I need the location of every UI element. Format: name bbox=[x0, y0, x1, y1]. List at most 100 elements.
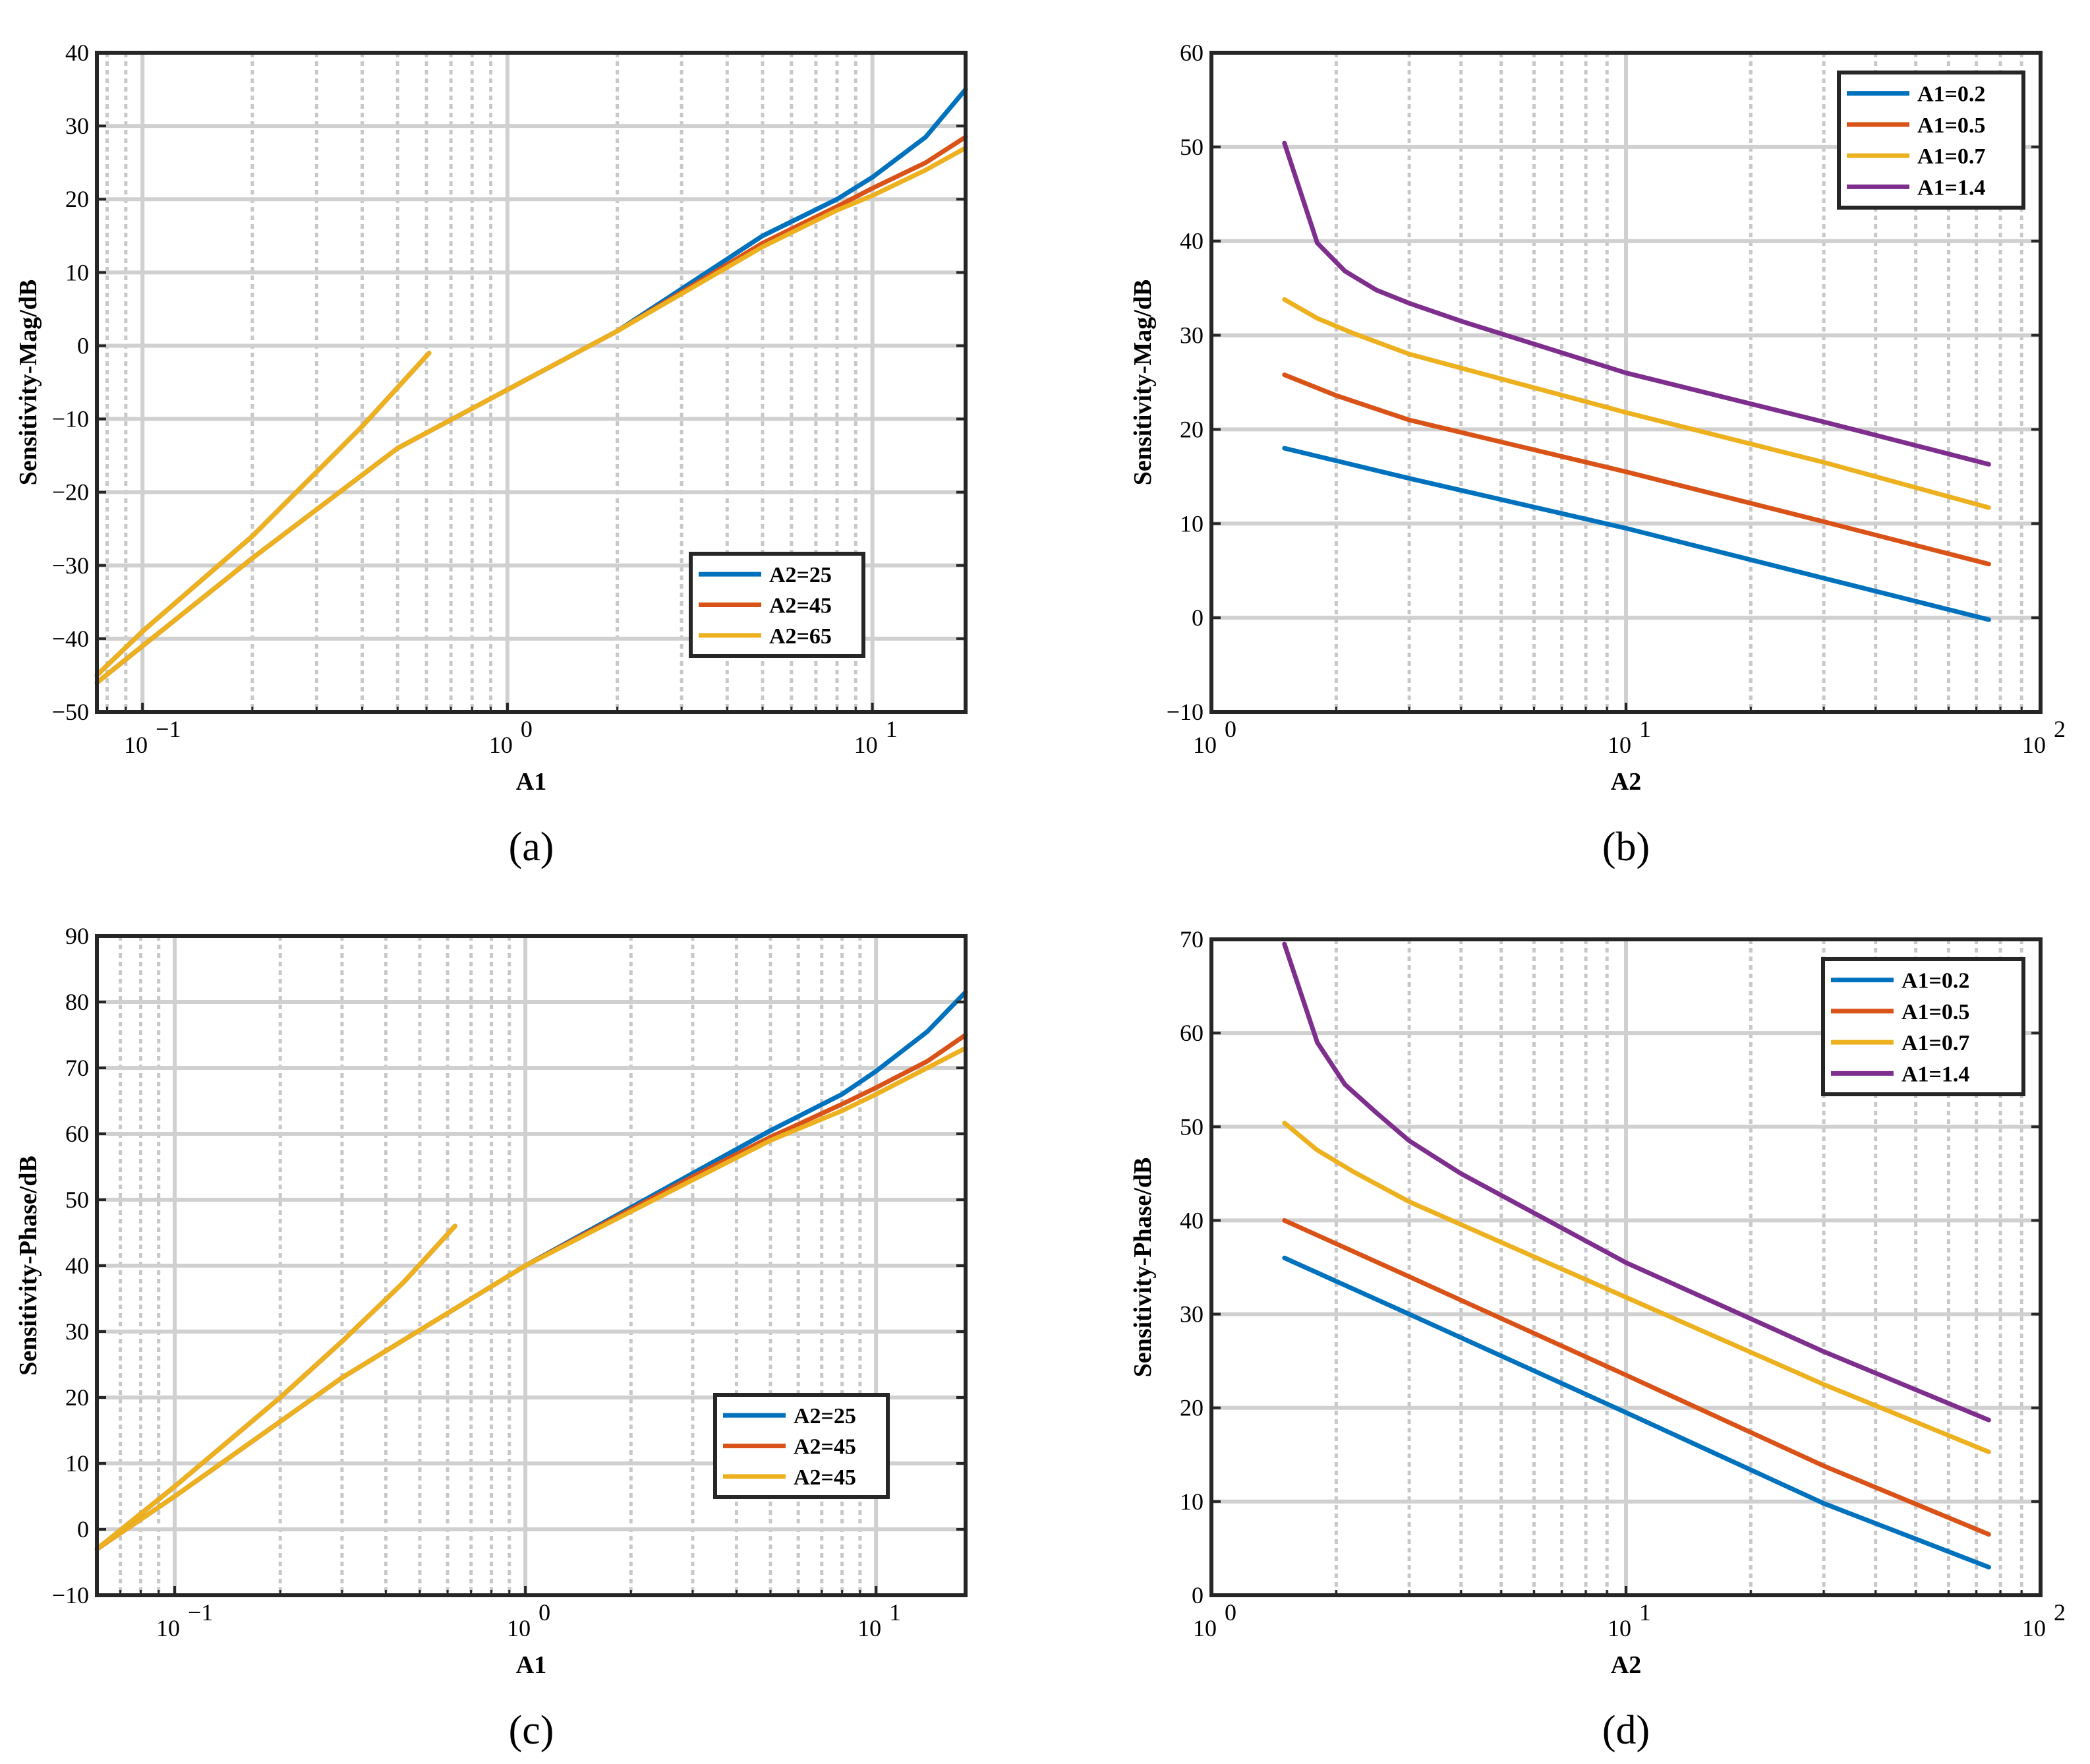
legend-label: A2=25 bbox=[769, 563, 832, 587]
x-tick-exponent: −1 bbox=[188, 1599, 213, 1626]
legend: A2=25 A2=45 A2=45 bbox=[713, 1393, 890, 1499]
panel-d: 0 10 20 30 40 50 60 70 10 0 10 1 10 2 A2 Sensitivity-Ph… bbox=[1129, 926, 2066, 1753]
y-tick-label: 30 bbox=[65, 113, 89, 139]
series-line-a1-1-4 bbox=[1282, 941, 1991, 1423]
x-tick-label: 10 bbox=[124, 732, 148, 758]
x-axis-label: A2 bbox=[1611, 1651, 1641, 1679]
legend: A2=25 A2=45 A2=65 bbox=[689, 552, 865, 658]
legend-label: A1=1.4 bbox=[1901, 1062, 1969, 1086]
y-tick-label: 10 bbox=[1180, 1488, 1204, 1515]
y-tick-label: 70 bbox=[65, 1055, 89, 1081]
legend-label: A2=25 bbox=[794, 1404, 856, 1428]
y-tick-label: 10 bbox=[65, 1450, 89, 1477]
y-tick-label: 50 bbox=[1180, 1113, 1204, 1140]
y-tick-label: −20 bbox=[52, 479, 89, 506]
y-tick-label: −30 bbox=[52, 552, 89, 579]
y-tick-label: 0 bbox=[77, 1516, 89, 1543]
x-tick-exponent: 2 bbox=[2054, 1599, 2066, 1626]
y-tick-label: 30 bbox=[1180, 1301, 1204, 1328]
y-tick-label: 40 bbox=[65, 1252, 89, 1279]
legend: A1=0.2 A1=0.5 A1=0.7 A1=1.4 bbox=[1837, 71, 2025, 210]
y-tick-label: 0 bbox=[77, 332, 89, 359]
y-tick-label: 40 bbox=[1180, 1207, 1204, 1233]
y-tick-label: −50 bbox=[52, 699, 89, 725]
y-tick-label: 70 bbox=[1180, 926, 1204, 953]
legend-label: A2=45 bbox=[794, 1465, 856, 1490]
y-tick-label: 50 bbox=[65, 1187, 89, 1213]
legend-label: A1=0.7 bbox=[1917, 144, 1985, 169]
x-tick-label: 10 bbox=[857, 1615, 881, 1641]
legend: A1=0.2 A1=0.5 A1=0.7 A1=1.4 bbox=[1821, 957, 2025, 1096]
y-tick-label: 20 bbox=[1180, 1395, 1204, 1421]
panel-label: (a) bbox=[509, 825, 554, 869]
x-tick-label: 10 bbox=[489, 732, 513, 758]
panel-label: (c) bbox=[509, 1708, 554, 1753]
x-tick-label: 10 bbox=[1608, 732, 1631, 758]
x-tick-label: 10 bbox=[507, 1615, 531, 1641]
y-tick-label: 50 bbox=[1180, 134, 1204, 160]
y-tick-label: 20 bbox=[1180, 416, 1204, 442]
y-tick-label: 40 bbox=[1180, 228, 1204, 254]
y-axis-label: Sensitivity-Mag/dB bbox=[1129, 279, 1157, 485]
x-axis-label: A2 bbox=[1611, 768, 1641, 796]
legend-label: A1=0.2 bbox=[1917, 82, 1985, 107]
series-line-a1-0-7 bbox=[1282, 1121, 1991, 1454]
y-tick-label: 60 bbox=[65, 1121, 89, 1147]
x-tick-label: 10 bbox=[854, 732, 878, 758]
x-tick-exponent: −1 bbox=[156, 716, 181, 742]
legend-label: A1=0.5 bbox=[1917, 113, 1985, 138]
x-tick-label: 10 bbox=[1193, 1615, 1217, 1641]
series-line-a2-45 bbox=[94, 1045, 968, 1552]
y-tick-label: 10 bbox=[1180, 510, 1204, 537]
y-tick-label: 0 bbox=[1192, 604, 1204, 631]
y-tick-label: 10 bbox=[65, 259, 89, 285]
legend-label: A1=0.2 bbox=[1901, 969, 1969, 993]
series-line-a1-0-2 bbox=[1282, 446, 1991, 622]
x-tick-exponent: 0 bbox=[1225, 716, 1236, 742]
y-tick-label: 30 bbox=[65, 1318, 89, 1345]
series-line-a1-0-5 bbox=[1282, 1218, 1991, 1537]
y-tick-label: −10 bbox=[52, 406, 89, 432]
series-line-a1-0-5 bbox=[1282, 372, 1991, 567]
series-line-a1-1-4 bbox=[1282, 140, 1991, 467]
panel-label: (b) bbox=[1602, 825, 1650, 869]
x-tick-exponent: 0 bbox=[538, 1599, 550, 1626]
panel-label: (d) bbox=[1602, 1708, 1650, 1753]
y-tick-label: 60 bbox=[1180, 40, 1204, 66]
legend-label: A2=45 bbox=[794, 1435, 856, 1459]
x-tick-label: 10 bbox=[2022, 732, 2046, 758]
series-line-branch-5 bbox=[94, 351, 432, 678]
x-tick-label: 10 bbox=[2022, 1615, 2046, 1641]
y-tick-label: 30 bbox=[1180, 322, 1204, 349]
legend-label: A1=1.4 bbox=[1917, 175, 1985, 200]
series-line-a1-0-2 bbox=[1282, 1255, 1991, 1570]
legend-label: A2=45 bbox=[769, 594, 832, 618]
series-line-branch-5 bbox=[94, 1223, 457, 1552]
x-tick-exponent: 1 bbox=[889, 1599, 901, 1626]
x-axis-label: A1 bbox=[516, 768, 546, 796]
x-tick-exponent: 1 bbox=[1639, 716, 1651, 742]
y-axis-label: Sensitivity-Phase/dB bbox=[15, 1156, 42, 1376]
y-tick-label: 90 bbox=[65, 923, 89, 949]
x-tick-label: 10 bbox=[156, 1615, 180, 1641]
y-tick-label: −10 bbox=[1167, 699, 1204, 725]
x-tick-exponent: 2 bbox=[2054, 716, 2066, 742]
y-axis-label: Sensitivity-Mag/dB bbox=[15, 279, 42, 485]
y-axis-label: Sensitivity-Phase/dB bbox=[1129, 1158, 1157, 1378]
x-tick-exponent: 1 bbox=[886, 716, 898, 742]
y-tick-label: 40 bbox=[65, 40, 89, 66]
y-tick-label: 20 bbox=[65, 1384, 89, 1411]
panel-b: −10 0 10 20 30 40 50 60 10 0 10 1 10 2 A2 Sensitivity-M… bbox=[1129, 40, 2066, 869]
series-line-a2-65 bbox=[94, 145, 968, 686]
legend-label: A2=65 bbox=[769, 624, 832, 649]
x-tick-exponent: 1 bbox=[1639, 1599, 1651, 1626]
x-tick-exponent: 0 bbox=[1225, 1599, 1236, 1626]
panel-a: −50 −40 −30 −20 −10 0 10 20 30 40 10 −1 10 0 10 1 A1 Sens… bbox=[15, 40, 968, 869]
panel-c: −10 0 10 20 30 40 50 60 70 80 90 10 −1 10 0 10 1 A1 Sensit… bbox=[15, 923, 968, 1753]
y-tick-label: 0 bbox=[1192, 1582, 1204, 1608]
legend-label: A1=0.7 bbox=[1901, 1031, 1969, 1055]
y-tick-label: −10 bbox=[52, 1582, 89, 1608]
x-tick-label: 10 bbox=[1193, 732, 1217, 758]
axes-frame bbox=[95, 51, 968, 714]
